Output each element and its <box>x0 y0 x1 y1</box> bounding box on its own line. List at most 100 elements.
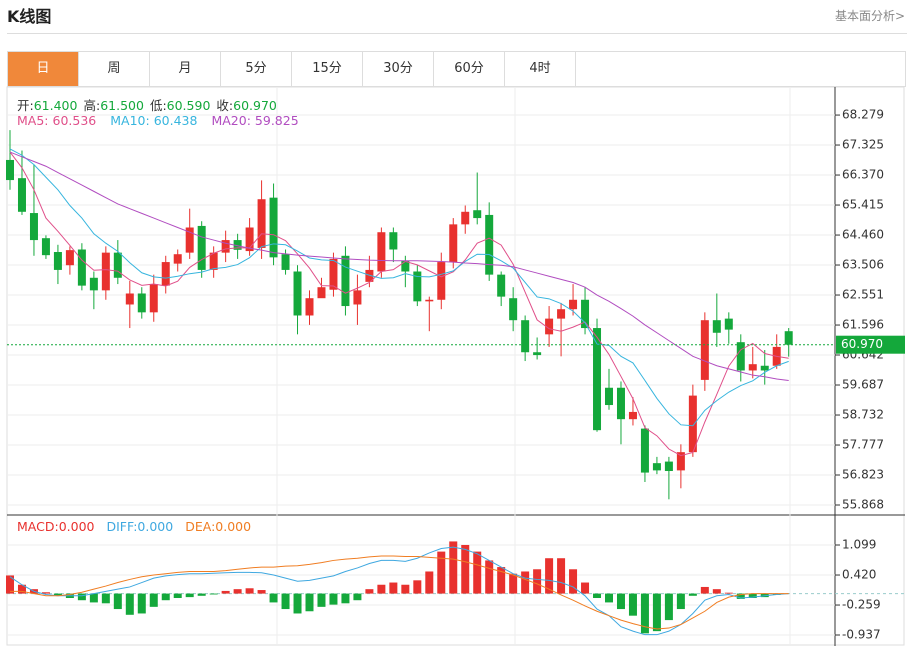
candle-body <box>53 252 62 270</box>
macd-bar <box>473 551 482 594</box>
title: K线图 <box>7 7 52 26</box>
macd-bar <box>413 580 422 594</box>
macd-bar <box>437 551 446 594</box>
legend-name: DEA: <box>185 519 216 534</box>
y-tick-label: 64.460 <box>842 228 884 242</box>
candle-body <box>77 249 86 286</box>
macd-bar <box>281 593 290 610</box>
tab[interactable]: 月 <box>150 52 221 86</box>
ma-legend: MA5: 60.536 MA10: 60.438 MA20: 59.825 <box>17 113 313 128</box>
candle-body <box>533 352 542 356</box>
macd-bar <box>425 571 434 594</box>
tab[interactable]: 15分 <box>292 52 363 86</box>
info-label: 低: <box>149 98 167 113</box>
candle-body <box>401 260 410 272</box>
candle-body <box>616 387 625 420</box>
info-label: 高: <box>83 98 101 113</box>
macd-bar <box>221 590 230 594</box>
candle-body <box>317 287 326 299</box>
macd-bar <box>461 544 470 594</box>
candle-body <box>449 224 458 263</box>
candle-body <box>557 309 566 319</box>
indicator-line <box>9 546 789 636</box>
candle-body <box>209 252 218 270</box>
candle-body <box>197 225 206 270</box>
macd-bar <box>628 593 637 616</box>
candle-body <box>17 178 26 212</box>
y-tick-label: -0.259 <box>842 598 881 612</box>
legend-value: 0.000 <box>137 519 174 534</box>
candle-body <box>341 255 350 307</box>
macd-bar <box>341 593 350 604</box>
y-tick-label: 55.868 <box>842 498 884 512</box>
y-tick-label: 1.099 <box>842 538 876 552</box>
indicator-line <box>9 148 789 427</box>
macd-bar <box>676 593 685 610</box>
macd-bar <box>329 593 338 605</box>
y-tick-label: 57.777 <box>842 438 884 452</box>
candle-body <box>664 461 673 472</box>
tab[interactable]: 5分 <box>221 52 292 86</box>
macd-bar <box>137 593 146 614</box>
candle-body <box>736 342 745 371</box>
macd-bar <box>652 593 661 632</box>
candle-body <box>329 258 338 290</box>
candle-body <box>688 395 697 453</box>
candle-body <box>29 213 38 241</box>
macd-bar <box>113 593 122 610</box>
y-tick-label: 66.370 <box>842 168 884 182</box>
macd-bar <box>736 593 745 599</box>
macd-bar <box>257 590 266 594</box>
candle-body <box>257 199 266 248</box>
macd-bar <box>616 593 625 610</box>
candle-body <box>365 269 374 282</box>
macd-bar <box>125 593 134 615</box>
candle-body <box>281 254 290 270</box>
legend-name: DIFF: <box>106 519 138 534</box>
legend-value: 0.000 <box>58 519 95 534</box>
candle-body <box>652 463 661 471</box>
legend-name: MA10: <box>110 113 150 128</box>
macd-bar <box>605 593 613 603</box>
macd-bar <box>269 593 278 603</box>
candle-body <box>473 210 482 219</box>
candle-body <box>593 328 602 431</box>
candle-body <box>89 277 98 291</box>
y-tick-label: 58.732 <box>842 408 884 422</box>
legend-value: 59.825 <box>254 113 299 128</box>
y-tick-label: 56.823 <box>842 468 884 482</box>
macd-bar <box>77 593 86 601</box>
tab[interactable]: 30分 <box>363 52 434 86</box>
macd-bar <box>545 558 554 594</box>
tab[interactable]: 60分 <box>434 52 505 86</box>
tab[interactable]: 4时 <box>505 52 576 86</box>
candle-body <box>760 365 769 371</box>
last-price-box <box>836 335 905 354</box>
indicator-line <box>10 555 789 630</box>
y-tick-label: 61.596 <box>842 318 884 332</box>
candle-body <box>149 284 158 313</box>
macd-bar <box>209 593 218 595</box>
candle-body <box>676 452 685 471</box>
macd-bar <box>640 593 649 634</box>
candle-body <box>161 262 170 286</box>
macd-bar <box>17 584 26 594</box>
candle-body <box>305 298 314 316</box>
macd-bar <box>6 575 14 594</box>
macd-bar <box>317 593 326 607</box>
candle-body <box>413 271 422 302</box>
y-tick-label: 59.687 <box>842 378 884 392</box>
candle-body <box>293 271 302 316</box>
tab[interactable]: 日 <box>8 52 79 86</box>
fundamental-link[interactable]: 基本面分析> <box>834 9 905 23</box>
divider <box>7 33 907 34</box>
candle-body <box>269 197 278 258</box>
legend-name: MA5: <box>17 113 49 128</box>
macd-bar <box>365 589 374 594</box>
macd-bar <box>569 569 578 594</box>
macd-bar <box>700 586 709 594</box>
tab[interactable]: 周 <box>79 52 150 86</box>
macd-bar <box>664 593 673 621</box>
macd-bar <box>101 593 110 604</box>
